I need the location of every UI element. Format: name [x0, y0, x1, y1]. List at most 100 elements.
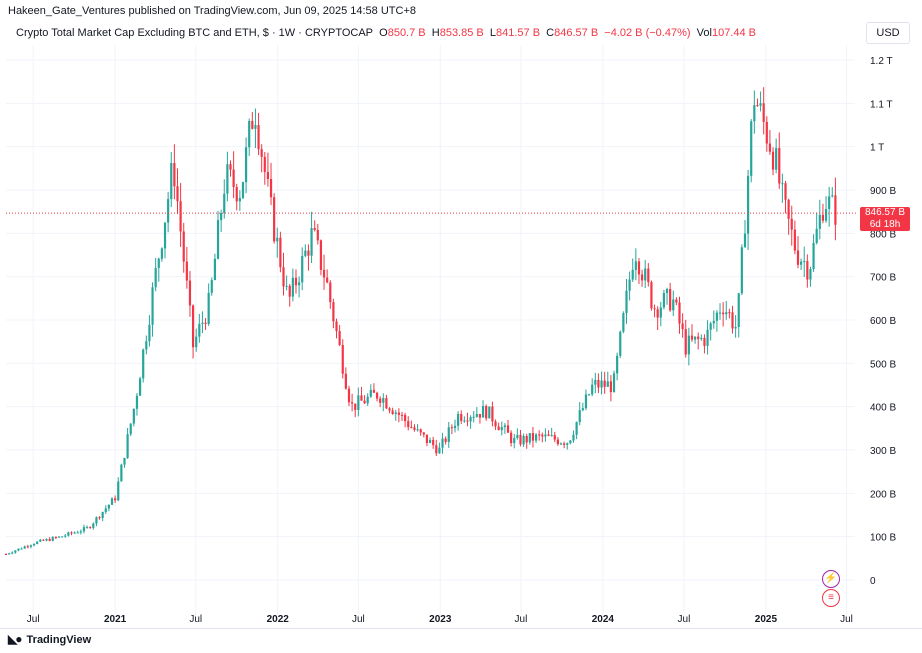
x-tick-label: 2021 — [104, 614, 127, 625]
candle-body — [195, 336, 198, 348]
candle-body — [472, 416, 475, 418]
candle-body — [606, 381, 609, 387]
candle-body — [684, 329, 687, 355]
candle-body — [48, 539, 51, 541]
candle-body — [815, 228, 818, 243]
close-label: C — [546, 27, 555, 39]
candle-body — [600, 380, 603, 388]
candle-body — [812, 242, 815, 270]
tradingview-logo[interactable]: ◣● TradingView — [8, 632, 91, 646]
candle-body — [662, 293, 666, 308]
candle-body — [307, 250, 310, 256]
y-tick-label: 200 B — [870, 489, 896, 500]
lightning-icon[interactable]: ⚡ — [822, 570, 840, 588]
candle-body — [428, 439, 432, 444]
candle-body — [322, 269, 326, 278]
candle-body — [650, 282, 653, 309]
candle-body — [179, 201, 182, 232]
candle-body — [157, 258, 160, 268]
candle-body — [67, 532, 70, 536]
candle-body — [191, 305, 195, 348]
candle-body — [110, 498, 114, 505]
candle-body — [104, 508, 107, 512]
symbol-title[interactable]: Crypto Total Market Cap Excluding BTC an… — [16, 27, 374, 39]
candle-body — [759, 103, 762, 106]
candle-body — [98, 517, 101, 519]
change-value: −4.02 B (−0.47%) — [604, 27, 691, 39]
candle-body — [519, 434, 522, 445]
candle-body — [750, 121, 753, 176]
candle-body — [438, 447, 441, 454]
candle-body — [712, 320, 715, 324]
candle-body — [460, 413, 463, 421]
candle-body — [341, 344, 344, 374]
candle-body — [718, 312, 722, 314]
candle-body — [266, 171, 270, 179]
candle-body — [450, 427, 453, 429]
candle-body — [344, 373, 347, 389]
y-axis[interactable]: 0 100 B 200 B 300 B 400 B 500 B 600 B 700 B 800 … — [870, 56, 896, 587]
candle-body — [541, 434, 544, 437]
us-flag-icon[interactable]: ≡ — [822, 589, 840, 607]
candle-body — [332, 302, 335, 322]
candle-body — [42, 539, 45, 541]
candle-body — [57, 536, 61, 538]
candle-body — [575, 422, 578, 435]
x-axis[interactable]: Jul 2021 Jul 2022 Jul 2023 Jul 2024 Jul 2025 Jul — [27, 614, 853, 625]
candle-body — [126, 434, 129, 458]
candle-body — [397, 412, 400, 415]
candle-body — [628, 279, 631, 291]
candle-body — [64, 535, 67, 537]
candle-body — [394, 412, 397, 415]
candle-body — [297, 282, 301, 286]
candle-body — [637, 261, 641, 275]
candle-body — [516, 434, 519, 439]
candle-body — [160, 248, 164, 259]
candle-body — [569, 440, 572, 444]
candle-body — [263, 156, 266, 172]
candle-body — [20, 548, 23, 550]
candle-body — [29, 545, 33, 547]
candle-body — [17, 548, 20, 551]
y-tick-label: 900 B — [870, 186, 896, 197]
candle-body — [818, 214, 821, 229]
candle-body — [135, 395, 139, 409]
candle-body — [163, 222, 167, 249]
currency-button[interactable]: USD — [866, 22, 910, 44]
candle-body — [597, 379, 600, 388]
candle-body — [282, 267, 285, 287]
candle-body — [313, 228, 316, 230]
candle-body — [388, 408, 391, 411]
candle-body — [316, 229, 319, 241]
candle-body — [469, 417, 472, 422]
volume-label: Vol — [696, 27, 712, 39]
y-tick-label: 500 B — [870, 359, 896, 370]
y-tick-label: 300 B — [870, 446, 896, 457]
candle-body — [182, 231, 185, 262]
candle-body — [85, 527, 89, 529]
candle-body — [653, 308, 656, 310]
candle-body — [544, 434, 547, 437]
candle-body — [771, 151, 775, 170]
candle-body — [675, 299, 678, 303]
y-tick-label: 800 B — [870, 229, 896, 240]
candle-body — [404, 414, 407, 422]
x-tick-label: 2022 — [267, 614, 290, 625]
x-tick-label: Jul — [352, 614, 365, 625]
candle-body — [51, 537, 54, 541]
candle-body — [148, 324, 151, 342]
candle-body — [609, 381, 613, 393]
candle-body — [522, 436, 525, 445]
candle-body — [656, 309, 659, 318]
candle-body — [176, 186, 179, 202]
candle-body — [581, 408, 584, 411]
open-value: 850.7 B — [387, 27, 426, 39]
candle-body — [690, 335, 694, 340]
candle-body — [11, 552, 14, 554]
candle-body — [117, 481, 120, 501]
candle-body — [232, 169, 235, 188]
candle-body — [276, 237, 279, 242]
candle-body — [572, 434, 575, 441]
x-tick-label: Jul — [678, 614, 691, 625]
